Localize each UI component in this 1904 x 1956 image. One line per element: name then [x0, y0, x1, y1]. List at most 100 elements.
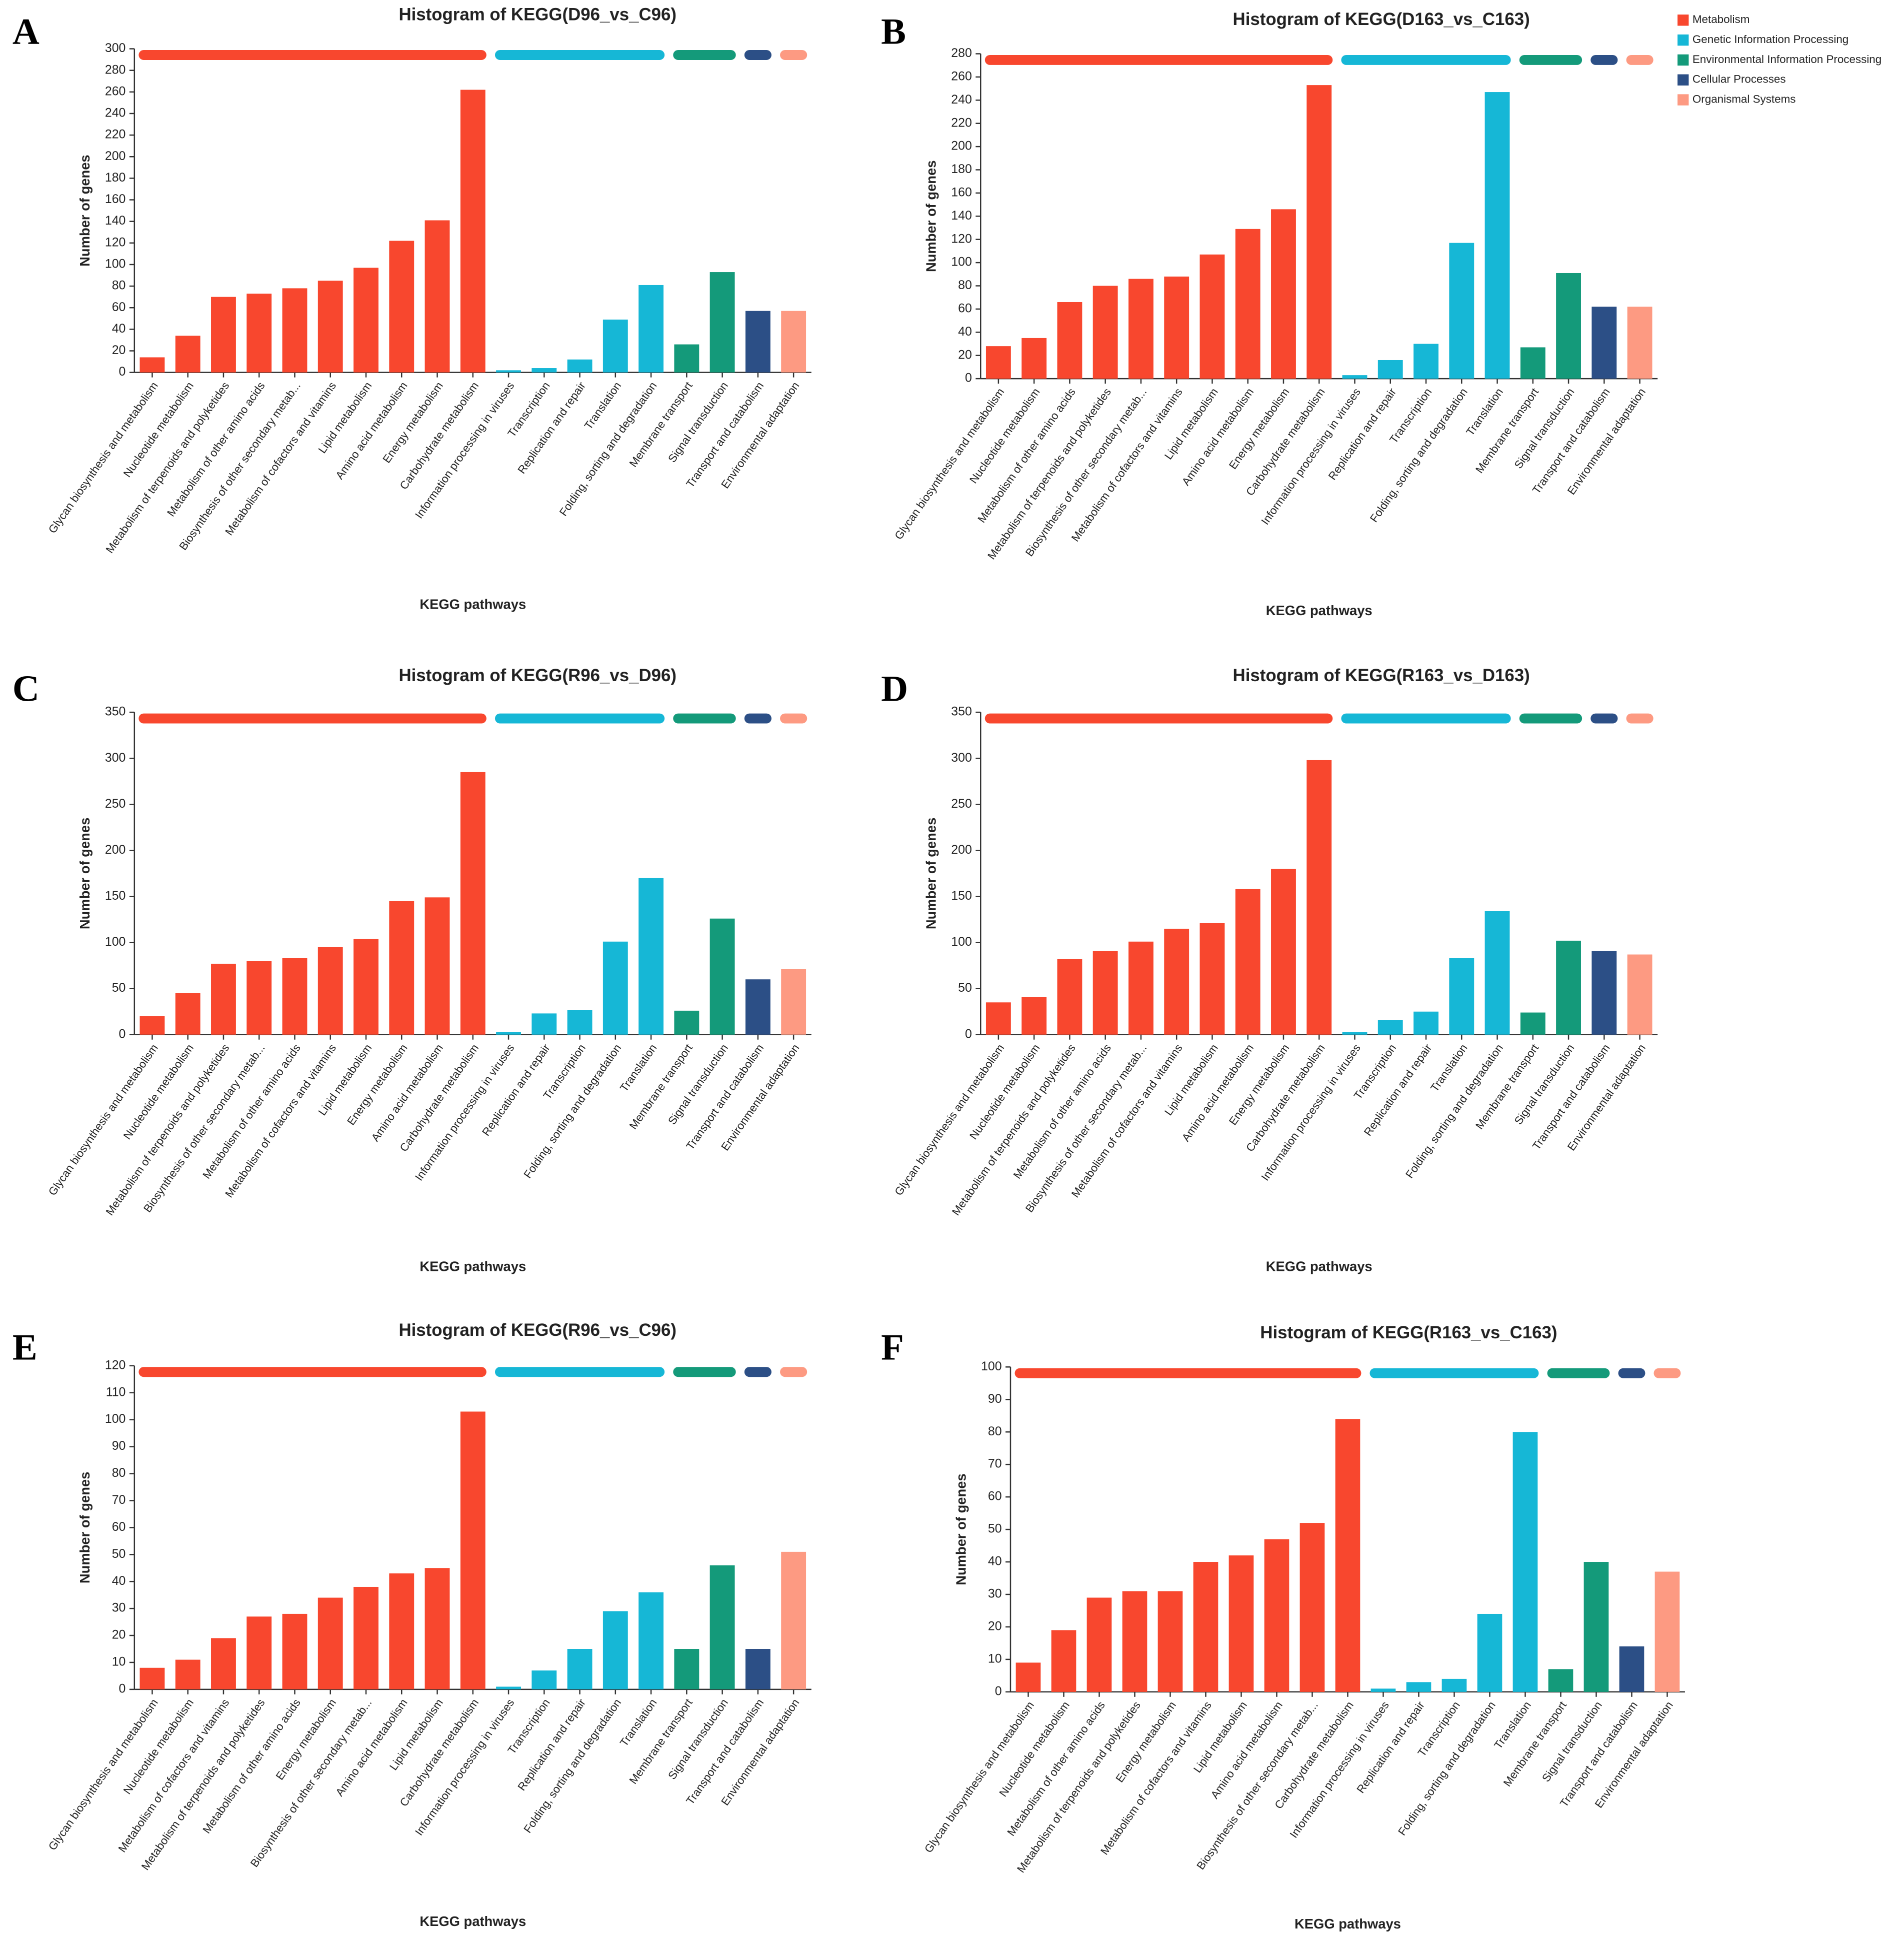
bar — [1022, 997, 1047, 1035]
x-tick-label: Nucleotide metabolism — [996, 1699, 1072, 1799]
y-tick-label: 100 — [951, 255, 972, 269]
bar — [1592, 307, 1617, 379]
y-tick-label: 300 — [105, 751, 126, 765]
bar — [1164, 928, 1190, 1035]
chart-title: Histogram of KEGG(D163_vs_C163) — [1233, 10, 1530, 29]
y-tick-label: 100 — [105, 1412, 126, 1426]
bar — [602, 319, 628, 373]
group-band — [744, 1367, 772, 1377]
y-tick-label: 140 — [105, 214, 126, 228]
bar — [1057, 302, 1082, 379]
bar — [638, 878, 664, 1035]
bar — [282, 958, 308, 1035]
bar — [175, 993, 200, 1035]
y-tick-label: 350 — [951, 705, 972, 719]
bar — [1414, 1011, 1438, 1035]
y-tick-label: 40 — [112, 1574, 126, 1588]
y-tick-label: 140 — [951, 209, 972, 223]
y-tick-label: 200 — [105, 843, 126, 857]
group-band — [673, 50, 736, 60]
bar — [1520, 347, 1546, 379]
bar — [1228, 1555, 1254, 1692]
group-band — [1626, 55, 1654, 65]
bar — [745, 1649, 770, 1689]
bar — [602, 1611, 628, 1689]
x-tick-label: Replication and repair — [516, 380, 588, 476]
bar — [211, 297, 236, 373]
x-tick-label: Membrane transport — [1473, 1041, 1542, 1131]
y-axis-label: Number of genes — [924, 161, 939, 272]
group-band — [1590, 713, 1618, 724]
bar — [1122, 1591, 1148, 1692]
bar — [1592, 951, 1617, 1035]
y-tick-label: 40 — [958, 325, 972, 339]
bar — [140, 357, 165, 373]
group-band — [494, 713, 665, 724]
y-tick-label: 0 — [119, 1681, 126, 1695]
legend-label: Genetic Information Processing — [1692, 33, 1848, 46]
x-tick-label: Replication and repair — [1326, 386, 1399, 482]
bar — [1370, 1688, 1396, 1692]
bar — [1057, 959, 1082, 1035]
y-tick-label: 30 — [988, 1587, 1002, 1601]
group-band — [780, 50, 808, 60]
x-tick-label: Amino acid metabolism — [1208, 1699, 1285, 1801]
y-tick-label: 100 — [105, 935, 126, 949]
bar — [781, 969, 806, 1035]
y-tick-label: 60 — [958, 301, 972, 315]
x-tick-label: Nucleotide metabolism — [967, 1042, 1042, 1142]
bar — [246, 1616, 272, 1689]
bar — [602, 941, 628, 1035]
y-tick-label: 100 — [951, 935, 972, 949]
group-band — [138, 50, 486, 60]
chart-title: Histogram of KEGG(R96_vs_D96) — [398, 666, 676, 685]
bar — [1193, 1562, 1218, 1692]
x-tick-label: Nucleotide metabolism — [121, 380, 196, 480]
bar — [638, 285, 664, 373]
bar — [1484, 911, 1510, 1035]
y-axis-label: Number of genes — [953, 1473, 968, 1585]
bar — [638, 1592, 664, 1689]
panel-label: D — [881, 668, 908, 710]
bar — [1235, 229, 1260, 379]
group-band — [780, 713, 808, 724]
x-tick-label: Amino acid metabolism — [1180, 1042, 1256, 1144]
bar — [1200, 254, 1225, 379]
y-tick-label: 50 — [958, 981, 972, 995]
group-band — [673, 1367, 736, 1377]
bar — [1584, 1562, 1609, 1692]
legend-label: Metabolism — [1692, 13, 1750, 26]
x-tick-label: Membrane transport — [1501, 1699, 1570, 1789]
y-tick-label: 10 — [988, 1651, 1002, 1665]
bar — [354, 939, 378, 1035]
bar — [1022, 338, 1047, 379]
bar — [710, 272, 735, 373]
x-tick-label: Nucleotide metabolism — [121, 1042, 196, 1142]
y-tick-label: 0 — [995, 1684, 1002, 1698]
bar — [745, 311, 770, 373]
bar — [1378, 360, 1403, 379]
bar — [1484, 92, 1510, 379]
group-band — [1626, 713, 1654, 724]
bar — [781, 311, 806, 373]
bar — [496, 1686, 521, 1689]
bar — [424, 897, 450, 1035]
x-tick-label: Nucleotide metabolism — [121, 1696, 196, 1796]
y-tick-label: 90 — [112, 1439, 126, 1453]
y-tick-label: 160 — [105, 192, 126, 206]
bar — [211, 1638, 236, 1689]
group-band — [1370, 1368, 1539, 1378]
bar — [175, 1659, 200, 1689]
y-tick-label: 120 — [105, 1358, 126, 1372]
y-tick-label: 180 — [951, 162, 972, 176]
y-tick-label: 10 — [112, 1655, 126, 1669]
y-tick-label: 300 — [105, 41, 126, 55]
x-tick-label: Replication and repair — [1362, 1042, 1434, 1138]
y-tick-label: 90 — [988, 1392, 1002, 1406]
bar — [424, 1568, 450, 1689]
bar — [567, 359, 592, 373]
bar — [354, 268, 378, 373]
y-tick-label: 280 — [105, 63, 126, 77]
y-tick-label: 120 — [951, 232, 972, 246]
legend-label: Organismal Systems — [1692, 93, 1796, 106]
